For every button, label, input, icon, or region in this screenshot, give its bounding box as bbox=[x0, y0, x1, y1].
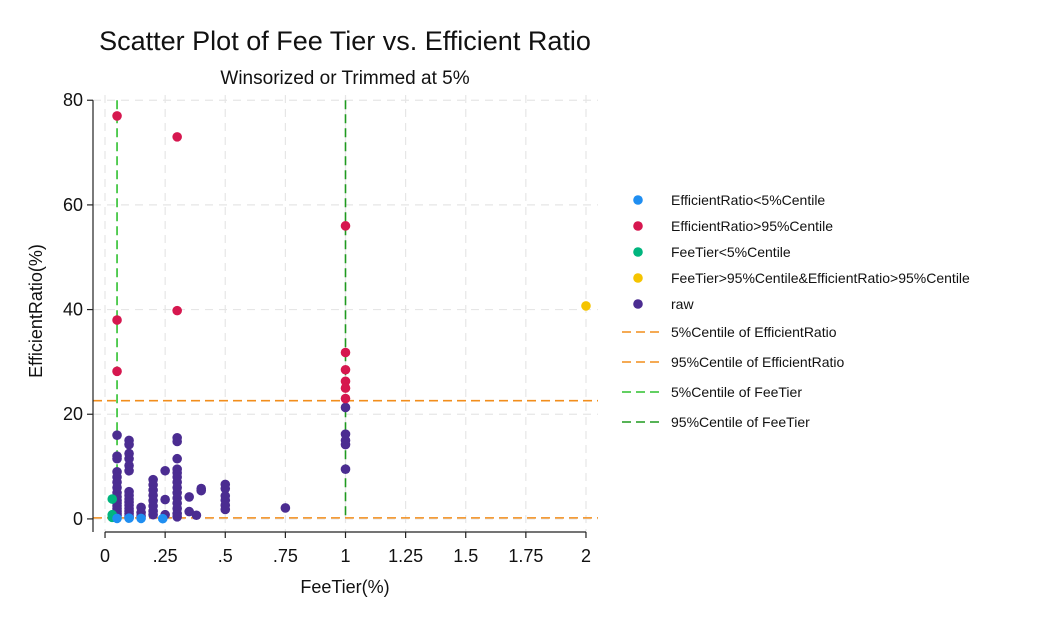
data-point bbox=[124, 439, 134, 450]
data-point bbox=[220, 483, 231, 494]
data-point bbox=[112, 453, 122, 464]
legend-label: raw bbox=[671, 296, 694, 312]
legend-marker bbox=[633, 299, 643, 309]
legend-marker bbox=[633, 195, 643, 205]
data-point bbox=[184, 492, 194, 502]
axes: 0 20 40 60 80 0 .25 .5 .75 1 1.25 1.5 1.75 2 bbox=[63, 90, 591, 566]
legend-marker bbox=[633, 247, 643, 257]
data-point bbox=[340, 439, 351, 450]
x-tick-label: 2 bbox=[581, 546, 591, 566]
x-tick-label: 1.75 bbox=[508, 546, 543, 566]
legend-label: FeeTier<5%Centile bbox=[671, 244, 791, 260]
data-point bbox=[172, 436, 182, 447]
data-point bbox=[340, 402, 351, 413]
data-point bbox=[340, 347, 351, 358]
y-axis-label: EfficientRatio(%) bbox=[26, 244, 46, 378]
data-point bbox=[581, 301, 591, 311]
data-point bbox=[340, 221, 351, 231]
data-point bbox=[172, 512, 182, 522]
data-point bbox=[340, 464, 351, 474]
x-tick-label: 1.5 bbox=[453, 546, 478, 566]
data-point bbox=[112, 366, 122, 377]
x-tick-label: .5 bbox=[218, 546, 233, 566]
data-point bbox=[191, 510, 202, 521]
chart-title: Scatter Plot of Fee Tier vs. Efficient R… bbox=[99, 26, 591, 56]
x-axis-label: FeeTier(%) bbox=[300, 577, 389, 597]
legend-label: 5%Centile of FeeTier bbox=[671, 384, 802, 400]
data-points bbox=[107, 111, 591, 524]
data-point bbox=[160, 465, 170, 476]
data-point bbox=[172, 305, 182, 316]
data-point bbox=[172, 132, 182, 142]
y-tick-label: 60 bbox=[63, 195, 83, 215]
legend-label: 95%Centile of FeeTier bbox=[671, 414, 810, 430]
data-point bbox=[112, 430, 122, 440]
data-point bbox=[124, 513, 134, 523]
y-tick-label: 40 bbox=[63, 300, 83, 320]
data-point bbox=[340, 364, 351, 375]
data-point bbox=[220, 504, 231, 515]
data-point bbox=[340, 383, 351, 393]
data-point bbox=[112, 111, 122, 121]
y-tick-label: 20 bbox=[63, 404, 83, 424]
x-tick-label: 1.25 bbox=[388, 546, 423, 566]
data-point bbox=[172, 453, 182, 464]
legend: EfficientRatio<5%Centile EfficientRatio>9… bbox=[622, 192, 970, 430]
legend-label: EfficientRatio<5%Centile bbox=[671, 192, 825, 208]
data-point bbox=[148, 509, 158, 520]
legend-label: 5%Centile of EfficientRatio bbox=[671, 324, 837, 340]
data-point bbox=[107, 494, 118, 504]
y-tick-label: 0 bbox=[73, 509, 83, 529]
data-point bbox=[124, 465, 134, 476]
legend-marker bbox=[633, 221, 643, 231]
legend-label: EfficientRatio>95%Centile bbox=[671, 218, 833, 234]
legend-label: 95%Centile of EfficientRatio bbox=[671, 354, 844, 370]
x-tick-label: .25 bbox=[153, 546, 178, 566]
data-point bbox=[157, 513, 168, 524]
data-point bbox=[124, 453, 134, 464]
data-point bbox=[112, 315, 122, 325]
x-tick-label: 1 bbox=[340, 546, 350, 566]
x-tick-label: 0 bbox=[100, 546, 110, 566]
data-point bbox=[112, 513, 122, 524]
data-point bbox=[136, 513, 146, 524]
x-tick-label: .75 bbox=[273, 546, 298, 566]
data-point bbox=[184, 506, 194, 517]
data-point bbox=[340, 376, 351, 387]
data-point bbox=[160, 494, 170, 505]
data-point bbox=[340, 393, 351, 404]
data-point bbox=[280, 503, 291, 513]
y-tick-label: 80 bbox=[63, 90, 83, 110]
legend-marker bbox=[633, 273, 643, 283]
legend-label: FeeTier>95%Centile&EfficientRatio>95%Cen… bbox=[671, 270, 970, 286]
chart-subtitle: Winsorized or Trimmed at 5% bbox=[220, 68, 469, 89]
data-point bbox=[196, 485, 207, 496]
